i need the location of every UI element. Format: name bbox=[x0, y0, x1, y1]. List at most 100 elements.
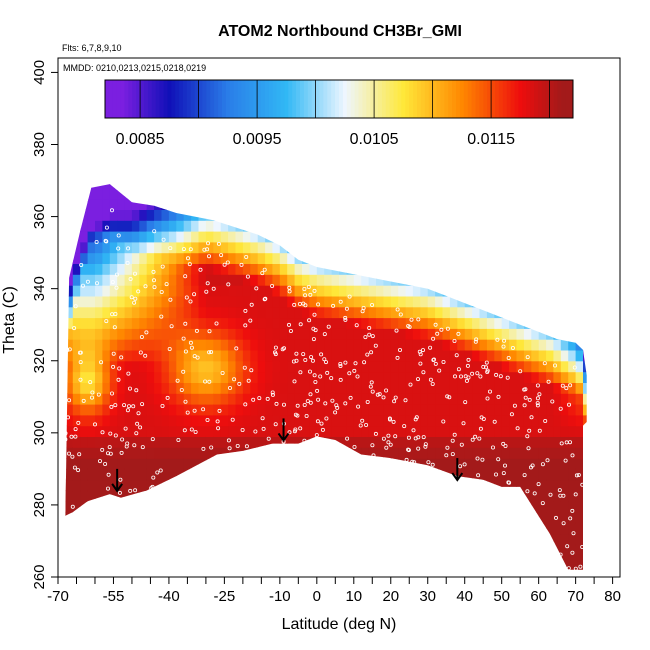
field-cell bbox=[72, 328, 81, 340]
field-cell bbox=[191, 220, 200, 232]
colorbar-segment bbox=[179, 80, 184, 118]
y-tick-label: 340 bbox=[31, 276, 48, 301]
colorbar-segment bbox=[323, 80, 328, 118]
field-cell bbox=[161, 468, 170, 481]
field-cell bbox=[250, 241, 259, 254]
field-cell bbox=[494, 339, 503, 351]
field-cell bbox=[494, 371, 503, 383]
field-cell bbox=[168, 328, 177, 340]
field-cell bbox=[117, 414, 126, 427]
field-cell bbox=[124, 274, 133, 286]
sample-point bbox=[136, 411, 141, 416]
x-tick-label: -10 bbox=[269, 588, 291, 605]
field-cell bbox=[523, 360, 532, 373]
y-tick-label: 360 bbox=[31, 204, 48, 229]
sample-point bbox=[373, 431, 378, 436]
field-cell bbox=[331, 339, 340, 351]
colorbar-segment bbox=[346, 80, 352, 118]
field-cell bbox=[220, 371, 229, 383]
sample-point bbox=[473, 339, 478, 344]
field-cell bbox=[546, 447, 555, 459]
field-cell bbox=[412, 447, 421, 459]
field-cell bbox=[486, 393, 495, 405]
field-cell bbox=[168, 382, 177, 394]
field-cell bbox=[235, 349, 244, 362]
field-cell bbox=[235, 339, 244, 351]
field-cell bbox=[294, 360, 303, 373]
field-cell bbox=[405, 447, 414, 459]
colorbar-segment bbox=[459, 80, 465, 118]
field-cell bbox=[220, 274, 229, 286]
field-cell bbox=[279, 404, 288, 416]
field-cell bbox=[405, 371, 414, 383]
sample-point bbox=[243, 402, 248, 407]
field-cell bbox=[501, 371, 510, 383]
sample-point bbox=[69, 434, 74, 439]
field-cell bbox=[154, 263, 163, 275]
sample-point bbox=[270, 392, 275, 397]
field-cell bbox=[124, 414, 133, 427]
sample-point bbox=[151, 269, 156, 274]
sample-point bbox=[134, 431, 139, 436]
sample-point bbox=[261, 426, 266, 431]
field-cell bbox=[80, 414, 89, 427]
field-cell bbox=[486, 349, 495, 362]
field-cell bbox=[575, 501, 584, 513]
colorbar-segment bbox=[385, 80, 391, 118]
field-cell bbox=[65, 360, 74, 373]
colorbar-segment bbox=[331, 80, 336, 118]
field-cell bbox=[560, 544, 569, 556]
field-cell bbox=[464, 339, 473, 351]
field-cell bbox=[191, 274, 200, 286]
field-cell bbox=[242, 274, 251, 286]
field-cell bbox=[198, 263, 207, 275]
sample-point bbox=[152, 285, 157, 290]
sample-point bbox=[505, 375, 510, 380]
field-cell bbox=[560, 555, 569, 567]
field-cell bbox=[95, 490, 103, 502]
field-cell bbox=[546, 468, 555, 481]
sample-point bbox=[580, 482, 585, 487]
field-cell bbox=[331, 328, 340, 340]
field-cell bbox=[339, 339, 347, 351]
colorbar-segment bbox=[389, 80, 395, 118]
field-cell bbox=[228, 382, 237, 394]
field-cell bbox=[316, 393, 325, 405]
field-cell bbox=[176, 458, 185, 470]
field-cell bbox=[538, 512, 547, 524]
field-cell bbox=[479, 468, 488, 481]
field-cell bbox=[383, 285, 392, 297]
sample-point bbox=[298, 426, 303, 431]
field-cell bbox=[124, 349, 133, 362]
field-cell bbox=[501, 404, 510, 416]
sample-point bbox=[476, 473, 481, 478]
field-cell bbox=[154, 425, 163, 437]
field-cell bbox=[72, 349, 81, 362]
colorbar-segment bbox=[163, 80, 168, 118]
colorbar-segment bbox=[397, 80, 402, 118]
field-cell bbox=[383, 436, 392, 448]
field-cell bbox=[472, 349, 481, 362]
field-cell bbox=[95, 393, 103, 405]
field-cell bbox=[65, 371, 74, 383]
y-tick-label: 380 bbox=[31, 132, 48, 157]
field-cell bbox=[568, 544, 577, 556]
field-cell bbox=[412, 360, 421, 373]
sample-point bbox=[452, 432, 457, 437]
field-cell bbox=[176, 371, 185, 383]
field-cell bbox=[560, 468, 569, 481]
field-cell bbox=[168, 425, 177, 437]
field-cell bbox=[486, 404, 495, 416]
field-cell bbox=[272, 425, 281, 437]
field-cell bbox=[368, 414, 377, 427]
field-cell bbox=[161, 339, 170, 351]
field-cell bbox=[560, 371, 569, 383]
field-cell bbox=[257, 306, 266, 319]
sample-point bbox=[333, 410, 338, 415]
field-cell bbox=[575, 414, 584, 427]
field-cell bbox=[257, 425, 266, 437]
field-cell bbox=[486, 414, 495, 427]
field-cell bbox=[124, 306, 133, 319]
sample-point bbox=[131, 404, 136, 409]
field-cell bbox=[346, 393, 355, 405]
